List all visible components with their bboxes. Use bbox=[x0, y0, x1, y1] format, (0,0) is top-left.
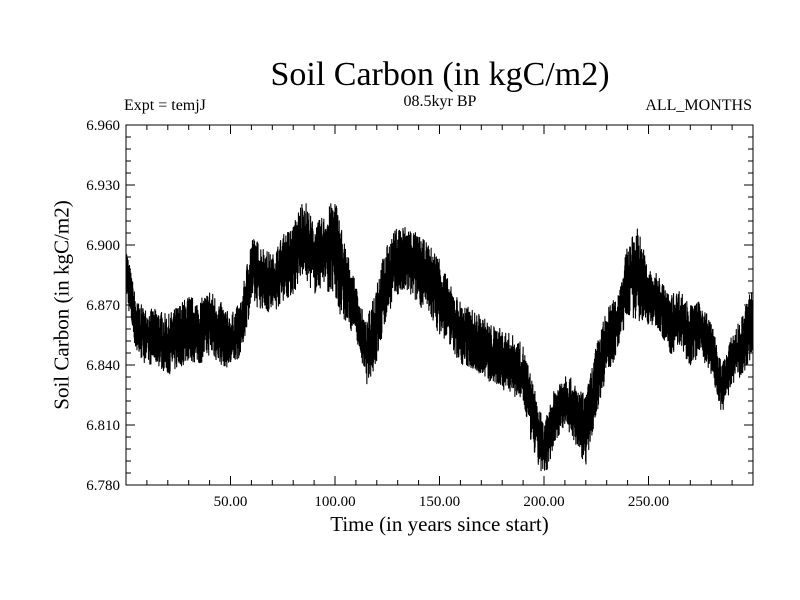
y-tick-label: 6.840 bbox=[86, 358, 120, 374]
y-tick-label: 6.870 bbox=[86, 298, 120, 314]
x-tick-label: 150.00 bbox=[419, 494, 460, 510]
data-series-line bbox=[125, 203, 754, 472]
x-tick-label: 50.00 bbox=[214, 494, 248, 510]
x-tick-label: 100.00 bbox=[314, 494, 355, 510]
y-tick-label: 6.810 bbox=[86, 418, 120, 434]
y-tick-label: 6.900 bbox=[86, 238, 120, 254]
x-axis-label: Time (in years since start) bbox=[330, 512, 549, 536]
x-tick-label: 250.00 bbox=[628, 494, 669, 510]
period-label: 08.5kyr BP bbox=[403, 93, 477, 110]
y-tick-label: 6.780 bbox=[86, 478, 120, 494]
chart-title: Soil Carbon (in kgC/m2) bbox=[270, 56, 610, 93]
y-tick-label: 6.930 bbox=[86, 178, 120, 194]
season-label: ALL_MONTHS bbox=[645, 97, 752, 114]
x-tick-label: 200.00 bbox=[523, 494, 564, 510]
experiment-label: Expt = temjJ bbox=[124, 97, 206, 114]
y-tick-label: 6.960 bbox=[86, 118, 120, 134]
